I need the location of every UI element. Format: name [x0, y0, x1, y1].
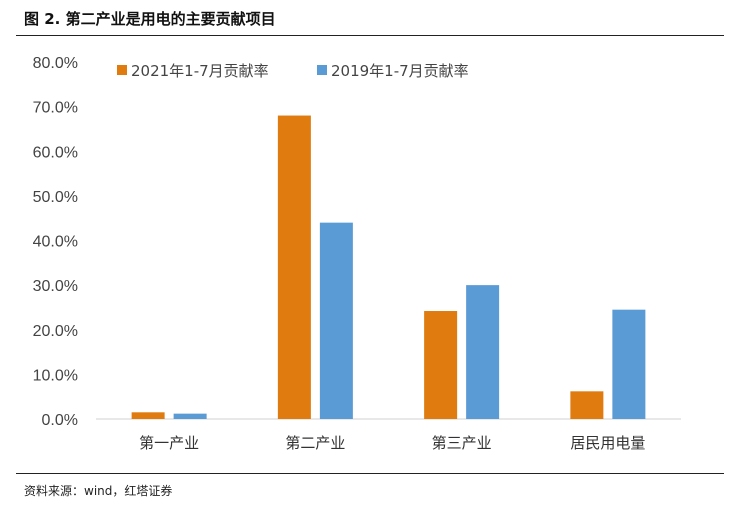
bar-series-1 [277, 115, 311, 420]
y-tick-label: 60.0% [33, 144, 78, 161]
legend-label-2: 2019年1-7月贡献率 [331, 62, 469, 80]
x-tick-label: 第一产业 [139, 434, 199, 452]
bar-series-2 [319, 222, 353, 419]
x-tick-label: 第二产业 [285, 434, 345, 452]
bar-series-1 [424, 311, 458, 419]
x-tick-label: 第三产业 [432, 434, 492, 452]
figure-title: 图 2. 第二产业是用电的主要贡献项目 [24, 10, 276, 28]
source-note: 资料来源：wind，红塔证券 [24, 484, 173, 498]
source-divider [16, 473, 724, 474]
legend-label-1: 2021年1-7月贡献率 [131, 62, 269, 80]
y-tick-label: 40.0% [33, 234, 78, 251]
legend-swatch-2 [317, 65, 327, 75]
y-tick-label: 20.0% [33, 323, 78, 340]
y-tick-label: 80.0% [33, 55, 78, 72]
bar-series-2 [612, 309, 646, 419]
bar-series-2 [466, 285, 500, 419]
x-tick-label: 居民用电量 [570, 434, 645, 452]
y-tick-label: 10.0% [33, 367, 78, 384]
bar-series-1 [131, 412, 165, 419]
y-tick-label: 50.0% [33, 189, 78, 206]
bar-series-2 [173, 413, 207, 419]
y-tick-label: 70.0% [33, 100, 78, 117]
y-tick-label: 0.0% [42, 412, 78, 429]
legend-swatch-1 [117, 65, 127, 75]
title-divider [16, 35, 724, 36]
y-tick-label: 30.0% [33, 278, 78, 295]
bar-series-1 [570, 391, 604, 419]
